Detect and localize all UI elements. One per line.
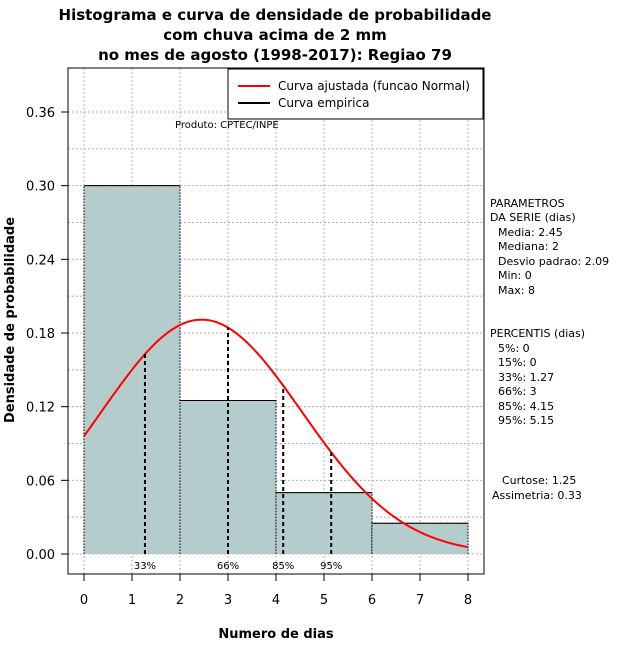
y-tick-label: 0.36 — [26, 106, 55, 121]
parameters-heading-1: PARAMETROS — [490, 197, 565, 210]
parameter-item: Desvio padrao: 2.09 — [498, 255, 609, 268]
x-tick-label: 4 — [272, 593, 280, 608]
percentile-item: 15%: 0 — [498, 356, 537, 369]
percentile-item: 5%: 0 — [498, 342, 530, 355]
y-axis-label: Densidade de probabilidade — [3, 217, 18, 423]
product-label: Produto: CPTEC/INPE — [175, 120, 279, 131]
legend-normal-label: Curva ajustada (funcao Normal) — [278, 79, 470, 93]
histogram-bar-outline — [83, 185, 181, 554]
percentile-label: 95% — [320, 561, 342, 572]
y-tick-label: 0.06 — [26, 474, 55, 489]
legend-box — [227, 68, 484, 120]
percentile-label: 66% — [217, 561, 239, 572]
x-axis-label: Numero de dias — [218, 627, 334, 642]
histogram-bar — [372, 523, 468, 554]
parameter-item: Media: 2.45 — [498, 226, 563, 239]
percentile-item: 95%: 5.15 — [498, 414, 554, 427]
chart-title-line-1: Histograma e curva de densidade de proba… — [59, 6, 492, 24]
percentiles-heading: PERCENTIS (dias) — [490, 327, 585, 340]
histogram-bars — [83, 185, 469, 554]
normal-curve-line — [83, 318, 469, 549]
y-tick-label: 0.24 — [26, 253, 55, 268]
parameter-item: Min: 0 — [498, 269, 532, 282]
parameter-item: Mediana: 2 — [498, 240, 559, 253]
parameters-heading-2: DA SERIE (dias) — [490, 211, 576, 224]
density-curves — [83, 318, 469, 549]
percentiles-panel: PERCENTIS (dias) 5%: 0 15%: 0 33%: 1.27 … — [490, 327, 585, 427]
percentile-item: 85%: 4.15 — [498, 400, 554, 413]
x-tick-label: 0 — [80, 593, 88, 608]
shape-panel: Curtose: 1.25 Assimetria: 0.33 — [492, 474, 582, 502]
y-tick-label: 0.00 — [26, 548, 55, 563]
legend-empirical-label: Curva empirica — [278, 96, 369, 110]
x-tick-label: 3 — [224, 593, 232, 608]
percentile-label: 85% — [272, 561, 294, 572]
parameters-panel: PARAMETROS DA SERIE (dias) Media: 2.45 M… — [490, 197, 609, 297]
percentile-lines: 33% 66% 85% 95% — [134, 327, 342, 572]
legend: Curva ajustada (funcao Normal) Curva emp… — [227, 68, 484, 120]
y-tick-label: 0.30 — [26, 180, 55, 195]
y-tick-label: 0.18 — [26, 327, 55, 342]
x-tick-label: 6 — [368, 593, 376, 608]
percentile-item: 66%: 3 — [498, 385, 537, 398]
x-tick-label: 7 — [416, 593, 424, 608]
x-tick-label: 5 — [320, 593, 328, 608]
histogram-bar — [276, 492, 372, 554]
axes: 0 1 2 3 4 5 6 7 8 0.00 0.06 0.12 0.18 0.24 0.30 0.36 — [26, 106, 472, 608]
x-tick-label: 8 — [464, 593, 472, 608]
percentile-item: 33%: 1.27 — [498, 371, 554, 384]
parameter-item: Max: 8 — [498, 284, 535, 297]
y-tick-label: 0.12 — [26, 401, 55, 416]
chart-title-line-2: com chuva acima de 2 mm — [163, 26, 387, 44]
percentile-label: 33% — [134, 561, 156, 572]
x-tick-label: 1 — [128, 593, 136, 608]
kurtosis-label: Curtose: 1.25 — [502, 474, 576, 487]
x-tick-label: 2 — [176, 593, 184, 608]
skewness-label: Assimetria: 0.33 — [492, 489, 582, 502]
chart-title-line-3: no mes de agosto (1998-2017): Regiao 79 — [98, 46, 452, 64]
